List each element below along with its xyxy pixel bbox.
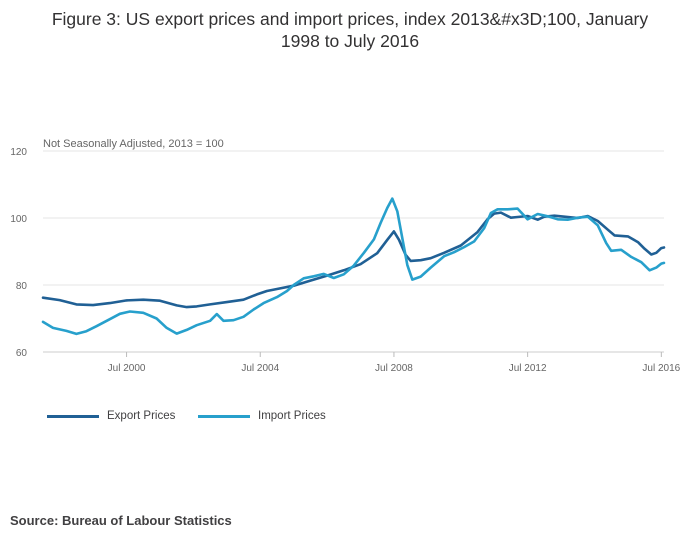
source-note: Source: Bureau of Labour Statistics: [10, 513, 232, 528]
y-tick-label: 120: [10, 147, 27, 158]
gridlines: [43, 150, 664, 353]
x-tick-label: Jul 2008: [375, 363, 413, 374]
x-tick-label: Jul 2016: [642, 363, 680, 374]
series-lines: [41, 197, 666, 336]
chart-title: Figure 3: US export prices and import pr…: [0, 8, 700, 52]
y-tick-label: 60: [16, 348, 28, 359]
chart-subtitle: Not Seasonally Adjusted, 2013 = 100: [43, 138, 224, 150]
x-tick-label: Jul 2012: [509, 363, 547, 374]
export-prices-line: [41, 211, 666, 309]
chart-title-line-1: Figure 3: US export prices and import pr…: [51, 9, 649, 29]
chart-title-line-2: 1998 to July 2016: [280, 31, 420, 51]
legend-item-import[interactable]: Import Prices: [198, 408, 326, 424]
x-axis: Jul 2000 Jul 2004 Jul 2008 Jul 2012 Jul 2016: [108, 352, 681, 374]
legend-swatch-import: [198, 414, 250, 418]
y-axis: 60 80 100 120: [10, 147, 27, 359]
legend-swatch-export: [47, 414, 99, 418]
import-prices-line: [41, 197, 666, 336]
x-tick-label: Jul 2004: [241, 363, 279, 374]
y-tick-label: 80: [16, 281, 28, 292]
legend-label-import: Import Prices: [258, 410, 326, 422]
y-tick-label: 100: [10, 214, 27, 225]
legend-item-export[interactable]: Export Prices: [47, 408, 175, 424]
legend-label-export: Export Prices: [107, 410, 176, 422]
x-tick-label: Jul 2000: [108, 363, 146, 374]
